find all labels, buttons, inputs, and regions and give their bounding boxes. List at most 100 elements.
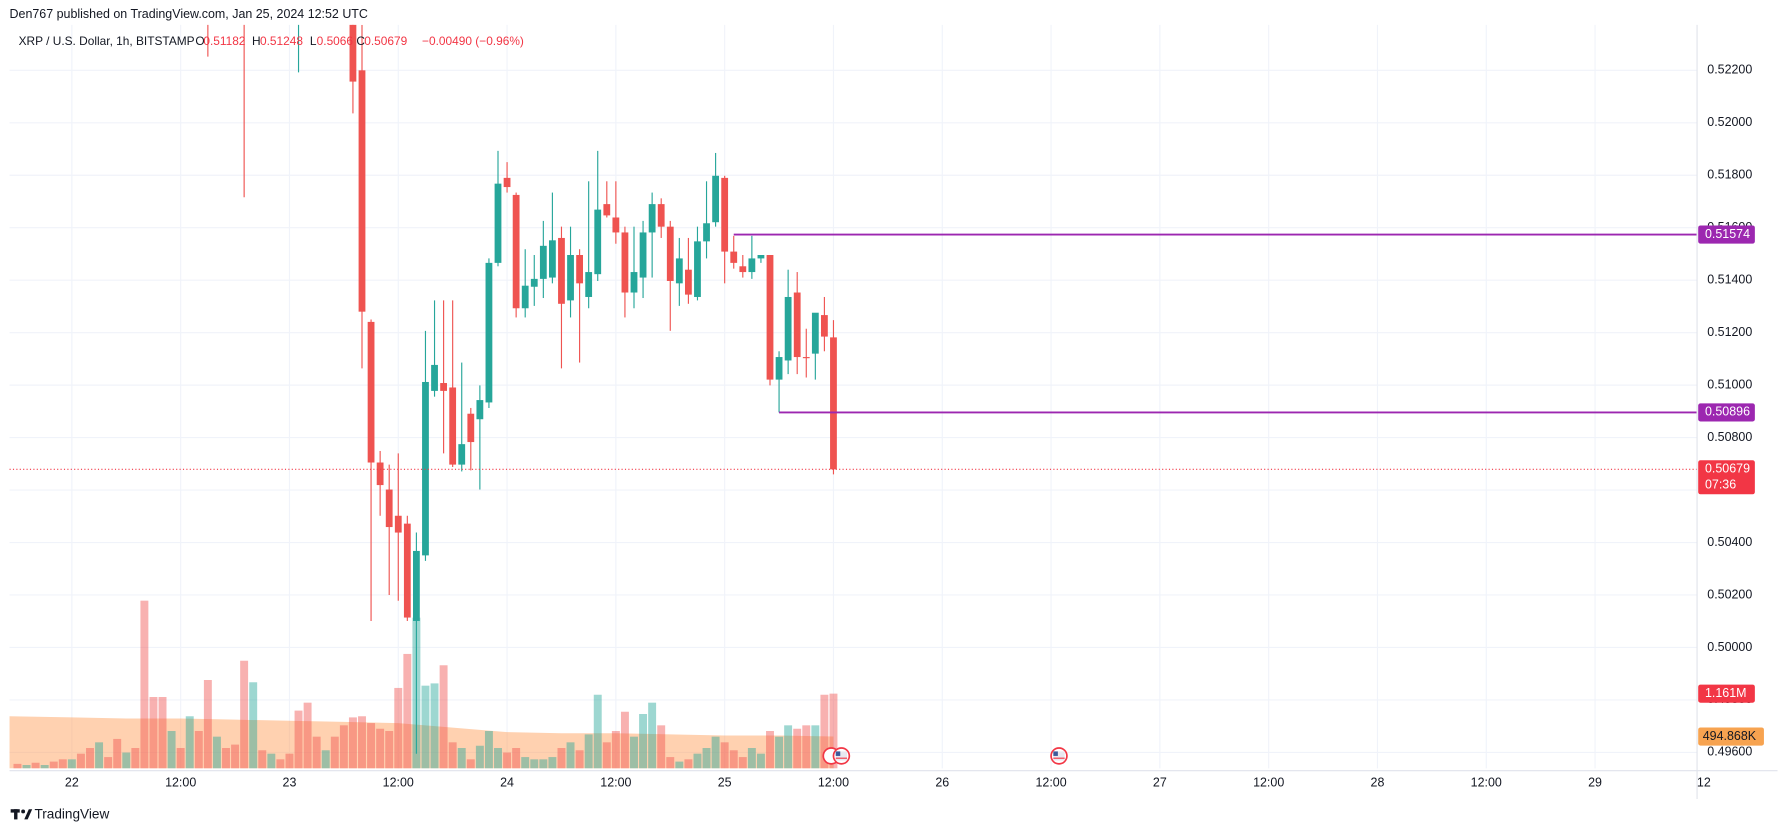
volume-bar: [113, 738, 122, 769]
volume-bar: [484, 731, 493, 769]
volume-bar: [639, 714, 648, 769]
x-tick-label: 28: [1371, 775, 1385, 789]
candle-body: [349, 24, 357, 82]
symbol: XRP / U.S. Dollar, 1h, BITSTAMP: [19, 34, 195, 48]
volume-bar: [258, 750, 267, 769]
candle-body: [821, 315, 828, 337]
price-badge-label: 0.51574: [1705, 227, 1750, 241]
volume-bar: [348, 717, 357, 769]
candle-body: [811, 312, 819, 354]
logo-shape: [21, 809, 26, 814]
x-tick-label: 22: [65, 775, 79, 789]
candle-body: [712, 175, 719, 223]
y-tick-label: 0.50800: [1707, 430, 1752, 444]
x-tick-label: 12:00: [818, 775, 849, 789]
flag: [1053, 751, 1058, 756]
candle-body: [494, 183, 502, 263]
volume-bar: [13, 763, 22, 769]
volume-bar: [367, 723, 376, 769]
price-badge-label: 0.50679: [1705, 462, 1750, 476]
volume-bar: [566, 742, 575, 769]
legend-letter: O: [195, 34, 204, 48]
candles: [207, 24, 837, 754]
header: Den767 published on TradingView.com, Jan…: [10, 7, 368, 21]
logo-shape: [24, 809, 33, 820]
volume-bar: [630, 736, 638, 769]
volume-bar: [602, 742, 611, 769]
volume-bar: [475, 745, 484, 769]
volume-bar: [167, 731, 176, 769]
volume-bar: [584, 734, 593, 769]
volume-bar: [702, 748, 711, 769]
volume-bar: [784, 725, 793, 769]
flag: [1053, 751, 1065, 761]
y-tick-label: 0.52000: [1707, 115, 1752, 129]
x-tick-label: 29: [1588, 775, 1602, 789]
volume-bar: [58, 759, 67, 769]
volume-bar: [738, 757, 747, 769]
volume-bar: [222, 748, 230, 769]
volume-bar: [31, 762, 40, 769]
candle-body: [530, 278, 538, 287]
volume-bar: [829, 693, 838, 769]
volume-badge-label: 1.161M: [1705, 686, 1747, 700]
x-tick-label: 27: [1153, 775, 1167, 789]
legend-letter: C: [356, 34, 365, 48]
volume-bar: [95, 742, 104, 769]
volume-bar: [330, 736, 339, 769]
volume-bar: [212, 736, 221, 769]
x-tick-label: 12: [1697, 775, 1711, 789]
volume-bar: [176, 748, 185, 769]
grid: [9, 24, 1698, 769]
candle-body: [567, 255, 574, 301]
volume-bar: [657, 725, 666, 769]
candle-body: [394, 515, 402, 533]
volume-bar: [512, 748, 521, 769]
candle-body: [657, 204, 665, 227]
candle-body: [648, 204, 656, 233]
logo-shape: [14, 809, 18, 820]
volume-bar: [729, 750, 738, 769]
volume-bar: [203, 680, 212, 769]
volume-bar: [521, 757, 530, 769]
candle-body: [603, 204, 611, 216]
candle-body: [675, 258, 683, 284]
volume-bar: [421, 685, 430, 769]
volume-bar: [76, 753, 85, 769]
volume-bar: [648, 702, 657, 769]
candle-body: [703, 223, 710, 242]
x-tick-label: 12:00: [383, 775, 414, 789]
volume-bar: [684, 759, 693, 769]
volume-bar: [775, 736, 784, 769]
candle-body: [422, 381, 429, 556]
y-tick-label: 0.50000: [1707, 640, 1752, 654]
volume-bar: [86, 748, 94, 769]
volume-bar: [811, 725, 820, 769]
y-tick-label: 0.51800: [1707, 168, 1752, 182]
y-tick-label: 0.51200: [1707, 325, 1752, 339]
candle-body: [539, 245, 547, 279]
volume-bar: [430, 683, 439, 769]
candle-body: [376, 462, 384, 486]
volume-bar: [403, 653, 412, 769]
volume-bar: [756, 753, 765, 769]
candle-body: [576, 255, 583, 284]
volume-bar: [249, 682, 258, 769]
price-badge: [1698, 403, 1755, 422]
volume-bar: [620, 711, 629, 769]
x-tick-label: 12:00: [165, 775, 196, 789]
volume-bar: [376, 728, 385, 769]
candle-body: [503, 177, 511, 188]
price-badge-label: 07:36: [1705, 477, 1736, 491]
candle-body: [685, 269, 692, 295]
price-badge: [1698, 225, 1755, 244]
candle-body: [485, 262, 493, 403]
candle-body: [467, 413, 475, 443]
volume-bar: [104, 757, 113, 769]
legend-value: 0.50679: [364, 34, 407, 48]
candle-body: [440, 383, 447, 391]
candle-body: [385, 489, 393, 528]
volume-ma-badge-label: 494.868K: [1703, 729, 1757, 743]
y-tick-label: 0.50400: [1707, 535, 1752, 549]
